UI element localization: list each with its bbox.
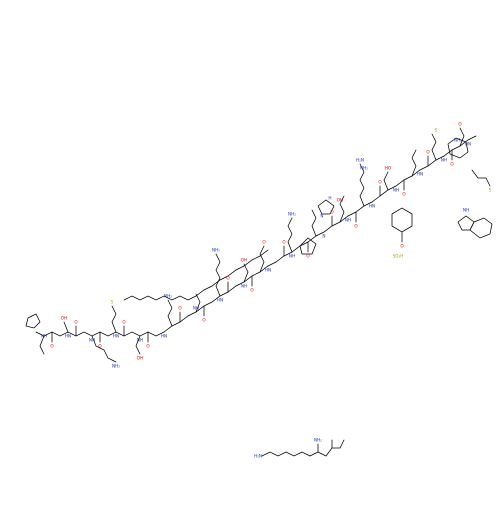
atom-o: O (306, 254, 310, 259)
atom-nh: NH (393, 188, 399, 193)
atom-o: O (400, 244, 404, 249)
atom-nh: NH (241, 284, 247, 289)
atom-oh: OH (337, 198, 343, 203)
atom-hn: HN (161, 334, 167, 339)
atom-nh2: NH₂ (314, 438, 322, 443)
atom-nh2: NH₂ (288, 212, 296, 217)
atom-o: O (98, 344, 102, 349)
atom-s: S (435, 128, 438, 133)
atom-oh: OH (61, 316, 67, 321)
atom-o: O (378, 180, 382, 185)
atom-nh: NH (441, 158, 447, 163)
atom-o: O (458, 122, 462, 127)
atom-hn: HN (113, 334, 119, 339)
atom-o: O (354, 224, 358, 229)
atom-nh: NH (193, 306, 199, 311)
atom-s: S (111, 300, 114, 305)
atom-hn: HN (369, 204, 375, 209)
atom-nh: NH (345, 218, 351, 223)
atom-hn: HN (465, 142, 471, 147)
atom-nh2: NH₂ (164, 294, 172, 299)
atom-hn: HN (217, 298, 223, 303)
atom-hn: HN (417, 172, 423, 177)
atom-o: O (250, 288, 254, 293)
bond-lines (25, 127, 493, 457)
atom-n: N (322, 234, 325, 239)
atom-o: O (178, 306, 182, 311)
atom-oh: OH (137, 356, 143, 361)
atom-o: O (450, 162, 454, 167)
atom-h: H (328, 196, 331, 201)
atom-hn: HN (65, 334, 71, 339)
atom-hn: HN (265, 268, 271, 273)
atom-so3h: SO₃H (393, 254, 404, 259)
atom-o: O (282, 240, 286, 245)
atom-o: O (122, 320, 126, 325)
atom-o: O (50, 344, 54, 349)
atom-nh: NH (289, 254, 295, 259)
atom-nh: NH (463, 208, 469, 213)
atom-h2n: H₂N (254, 454, 262, 459)
atom-nh: NH (137, 338, 143, 343)
atom-o: O (202, 318, 206, 323)
atom-nh: NH (89, 338, 95, 343)
atom-oh: OH (241, 258, 247, 263)
atom-nh2: NH₂ (112, 364, 120, 369)
atom-o: O (262, 240, 266, 245)
atom-labels: O O O O O O O O O O O O O O O O O OH OH … (41, 122, 492, 459)
atom-s: S (489, 188, 492, 193)
atom-nh2: NH₂ (212, 248, 220, 253)
atom-o: O (330, 210, 334, 215)
atom-o: O (426, 150, 430, 155)
atom-nh2: NH₂ (360, 166, 368, 171)
atom-o: O (402, 192, 406, 197)
atom-nh: NH (41, 334, 47, 339)
atom-n: N (320, 214, 323, 219)
atom-ho: HO (385, 166, 392, 171)
atom-nh2: NH₂ (454, 138, 462, 143)
atom-o: O (74, 320, 78, 325)
atom-o: O (226, 276, 230, 281)
atom-h2n: H₂N (356, 158, 364, 163)
atom-o: O (146, 344, 150, 349)
